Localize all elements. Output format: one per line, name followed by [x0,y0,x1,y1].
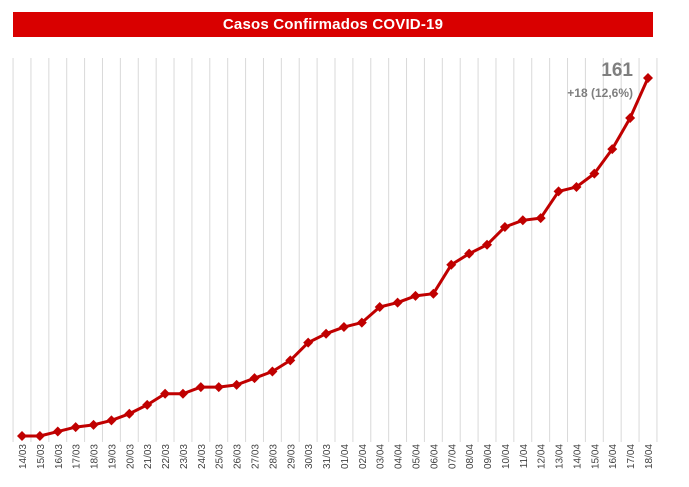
x-tick-label: 11/04 [519,444,530,469]
data-point-17/04 [625,113,636,124]
x-tick-label: 04/04 [394,444,405,469]
data-point-07/04 [446,259,457,270]
data-point-31/03 [321,328,332,339]
data-point-17/03 [70,422,81,433]
x-tick-label: 20/03 [125,444,136,469]
x-tick-label: 14/04 [572,444,583,469]
data-markers [17,73,653,441]
data-point-27/03 [249,373,260,384]
data-point-01/04 [338,322,349,333]
data-point-04/04 [392,297,403,308]
x-tick-label: 07/04 [447,444,458,469]
x-tick-label: 31/03 [322,444,333,469]
data-point-18/04 [643,73,653,83]
x-tick-label: 26/03 [233,444,244,469]
data-point-15/04 [589,168,600,179]
data-point-28/03 [267,366,278,377]
data-point-02/04 [356,317,367,328]
data-point-24/03 [195,382,206,393]
data-point-03/04 [374,302,385,313]
data-point-16/04 [607,144,618,155]
data-point-15/03 [34,431,45,441]
chart-title: Casos Confirmados COVID-19 [13,12,653,37]
data-point-05/04 [410,290,421,301]
x-tick-label: 17/03 [72,444,83,469]
x-tick-label: 13/04 [555,444,566,469]
x-tick-label: 18/03 [90,444,101,469]
data-point-10/04 [499,221,510,232]
data-point-30/03 [303,337,314,348]
last-value-label: 161 [601,60,633,81]
x-tick-label: 21/03 [143,444,154,469]
x-tick-label: 22/03 [161,444,172,469]
data-point-29/03 [285,355,296,366]
x-tick-label: 27/03 [251,444,262,469]
data-point-19/03 [106,415,117,426]
x-tick-label: 24/03 [197,444,208,469]
x-tick-label: 14/03 [18,444,29,469]
x-tick-label: 03/04 [376,444,387,469]
x-tick-label: 28/03 [268,444,279,469]
data-point-14/03 [17,431,27,441]
data-point-18/03 [88,419,99,430]
x-tick-label: 23/03 [179,444,190,469]
data-point-23/03 [177,388,188,399]
data-point-06/04 [428,288,439,299]
x-axis-tick-labels: 14/03 15/03 16/03 17/03 18/03 19/03 20/03 21/03… [18,444,655,469]
data-point-14/04 [571,181,582,192]
x-tick-label: 15/04 [590,444,601,469]
x-tick-label: 16/04 [608,444,619,469]
x-tick-label: 08/04 [465,444,476,469]
data-point-26/03 [231,379,242,390]
data-point-11/04 [517,215,528,226]
data-point-08/04 [464,248,475,259]
x-tick-label: 16/03 [54,444,65,469]
data-point-09/04 [482,239,493,250]
data-point-16/03 [52,426,63,437]
data-point-12/04 [535,213,546,224]
data-point-22/03 [160,388,171,399]
x-tick-label: 05/04 [411,444,422,469]
x-tick-label: 30/03 [304,444,315,469]
x-tick-label: 09/04 [483,444,494,469]
x-tick-label: 25/03 [215,444,226,469]
x-tick-label: 18/04 [644,444,655,469]
gridlines [12,58,658,442]
data-point-13/04 [553,186,564,197]
data-point-20/03 [124,408,135,419]
x-tick-label: 10/04 [501,444,512,469]
x-tick-label: 02/04 [358,444,369,469]
data-point-25/03 [213,382,224,393]
x-tick-label: 19/03 [107,444,118,469]
x-tick-label: 12/04 [537,444,548,469]
x-tick-label: 15/03 [36,444,47,469]
x-tick-label: 01/04 [340,444,351,469]
data-point-21/03 [142,399,153,410]
x-tick-label: 06/04 [429,444,440,469]
x-tick-label: 17/04 [626,444,637,469]
last-change-label: +18 (12,6%) [567,86,633,100]
x-tick-label: 29/03 [286,444,297,469]
